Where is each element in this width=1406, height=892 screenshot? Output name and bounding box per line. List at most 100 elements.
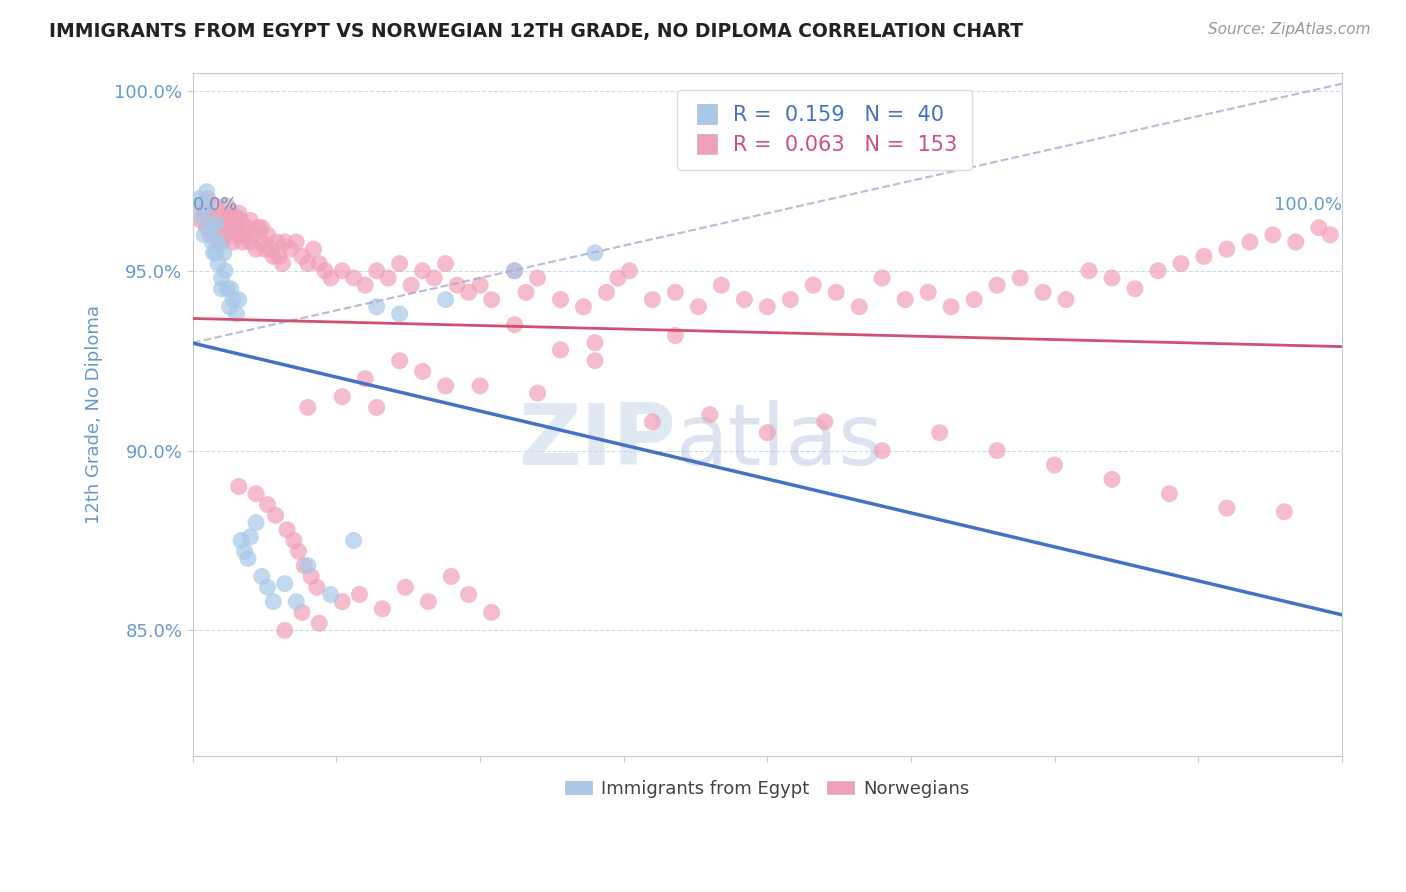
Point (1272, 505, 1295, 519)
Point (503, 264, 526, 278)
Point (377, 271, 399, 285)
Point (236, 551, 259, 566)
Point (1192, 249, 1215, 263)
Text: IMMIGRANTS FROM EGYPT VS NORWEGIAN 12TH GRADE, NO DIPLOMA CORRELATION CHART: IMMIGRANTS FROM EGYPT VS NORWEGIAN 12TH … (49, 22, 1024, 41)
Point (595, 285, 617, 300)
Legend: Immigrants from Egypt, Norwegians: Immigrants from Egypt, Norwegians (558, 772, 977, 805)
Point (1285, 235, 1308, 249)
Point (457, 587, 479, 601)
Point (287, 544, 309, 558)
Point (894, 293, 917, 307)
Point (305, 580, 328, 594)
Point (349, 587, 371, 601)
Point (825, 285, 848, 300)
Point (1319, 227, 1341, 242)
Point (198, 227, 221, 242)
Point (297, 558, 319, 573)
Point (526, 386, 548, 401)
Point (207, 235, 229, 249)
Point (319, 587, 342, 601)
Point (297, 257, 319, 271)
Point (217, 199, 239, 213)
Point (245, 516, 267, 530)
Point (308, 616, 330, 631)
Point (233, 227, 256, 242)
Point (526, 271, 548, 285)
Point (204, 245, 226, 260)
Point (256, 227, 278, 242)
Point (207, 210, 229, 224)
Point (1043, 458, 1066, 472)
Point (297, 401, 319, 415)
Point (388, 353, 411, 368)
Point (228, 479, 250, 493)
Point (236, 220, 259, 235)
Point (733, 293, 755, 307)
Point (366, 401, 388, 415)
Point (986, 278, 1008, 293)
Point (1216, 242, 1239, 256)
Text: 0.0%: 0.0% (193, 195, 238, 214)
Point (986, 443, 1008, 458)
Point (550, 343, 572, 357)
Point (202, 220, 225, 235)
Point (214, 264, 236, 278)
Point (264, 508, 287, 523)
Point (228, 227, 250, 242)
Y-axis label: 12th Grade, No Diploma: 12th Grade, No Diploma (86, 305, 103, 524)
Point (207, 257, 229, 271)
Point (330, 264, 353, 278)
Point (607, 271, 630, 285)
Point (276, 523, 298, 537)
Point (204, 217, 226, 231)
Point (354, 278, 377, 293)
Point (260, 242, 283, 256)
Point (195, 220, 218, 235)
Point (271, 257, 294, 271)
Point (274, 235, 297, 249)
Point (212, 245, 235, 260)
Point (330, 594, 353, 608)
Point (218, 206, 240, 220)
Point (245, 242, 267, 256)
Point (619, 264, 641, 278)
Text: ZIP: ZIP (517, 401, 675, 483)
Point (256, 580, 278, 594)
Point (423, 271, 446, 285)
Point (468, 278, 491, 293)
Point (280, 242, 302, 256)
Point (225, 307, 247, 321)
Point (302, 242, 325, 256)
Point (399, 278, 422, 293)
Point (917, 285, 939, 300)
Point (267, 249, 290, 263)
Point (228, 206, 250, 220)
Point (319, 271, 342, 285)
Point (418, 594, 440, 608)
Point (219, 227, 242, 242)
Point (262, 249, 284, 263)
Point (756, 300, 779, 314)
Point (388, 307, 411, 321)
Point (222, 293, 245, 307)
Point (515, 285, 537, 300)
Point (198, 220, 221, 235)
Point (274, 576, 297, 591)
Point (664, 285, 686, 300)
Point (202, 245, 225, 260)
Point (848, 300, 870, 314)
Point (1054, 293, 1077, 307)
Text: Source: ZipAtlas.com: Source: ZipAtlas.com (1208, 22, 1371, 37)
Point (354, 372, 377, 386)
Point (233, 544, 256, 558)
Point (343, 271, 366, 285)
Point (266, 235, 288, 249)
Point (688, 300, 710, 314)
Point (710, 278, 733, 293)
Point (1010, 271, 1032, 285)
Point (699, 408, 721, 422)
Point (250, 220, 273, 235)
Point (583, 245, 606, 260)
Point (1078, 264, 1101, 278)
Point (239, 213, 262, 227)
